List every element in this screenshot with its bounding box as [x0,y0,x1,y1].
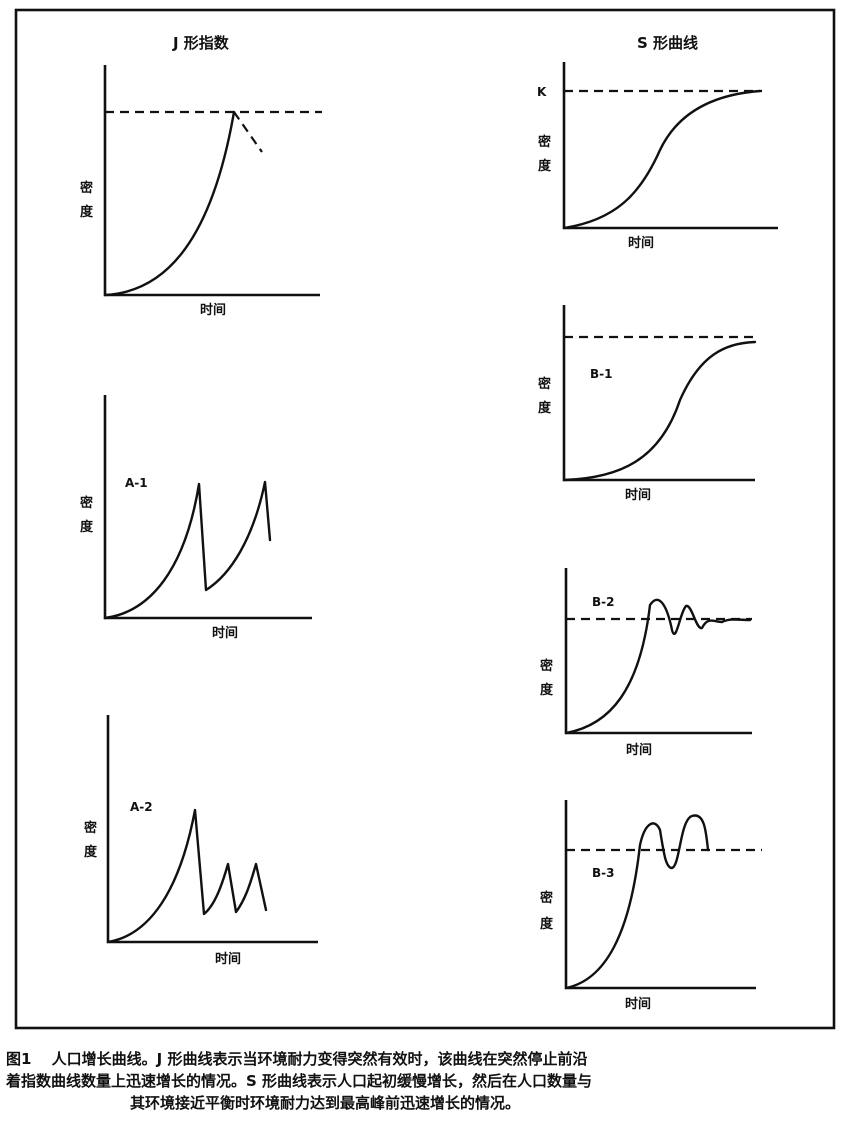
panel-j-growth-curve [103,110,236,297]
panel-a1-y-label-bottom: 度 [80,519,94,535]
panel-a2-axes [106,715,318,944]
panel-a2-y-label-bottom: 度 [84,844,98,860]
panel-b3: B-3 密 度 时间 [539,800,762,1012]
panel-b2: B-2 密 度 时间 [539,568,752,758]
panel-a1-oscillating-curve [103,480,272,620]
s-curve-heading: S 形曲线 [637,34,698,52]
caption-line-1: 图1 人口增长曲线。J 形曲线表示当环境耐力变得突然有效时，该曲线在突然停止前沿 [6,1050,588,1068]
panel-b1-x-label: 时间 [625,487,651,503]
panel-b1-y-label-bottom: 度 [538,400,552,416]
panel-j-y-label-bottom: 度 [80,204,94,220]
panel-b2-x-label: 时间 [626,742,652,758]
panel-s-y-label-top: 密 [537,134,551,150]
panel-b2-y-label-bottom: 度 [540,682,554,698]
panel-a2-label: A-2 [130,800,153,814]
figure-frame [14,8,836,1030]
panel-b2-label: B-2 [592,595,614,609]
panel-a1-axes [103,395,312,620]
panel-a2: A-2 密 度 时间 [83,715,318,967]
panel-b3-y-label-bottom: 度 [540,916,554,932]
caption-line-3: 其环境接近平衡时环境耐力达到最高峰前迅速增长的情况。 [130,1094,521,1112]
panel-j-axes [103,65,320,297]
panel-j: 密 度 时间 [79,65,322,318]
panel-b3-axes [564,800,756,990]
panel-b1-label: B-1 [590,367,612,381]
panel-b3-x-label: 时间 [625,996,651,1012]
panel-b3-y-label-top: 密 [539,890,553,906]
panel-b2-damped-oscillation-curve [564,598,752,735]
panel-s-sigmoid-curve [562,89,762,230]
panel-a1-x-label: 时间 [212,625,238,641]
panel-b1-axes [562,305,755,482]
panel-j-y-label-top: 密 [79,180,93,196]
panel-a1: A-1 密 度 时间 [79,395,312,641]
panel-b1-y-label-top: 密 [537,376,551,392]
panel-j-crash-line [233,111,263,153]
j-curve-heading: J 形指数 [172,34,230,52]
panel-b3-oscillation-curve [564,814,710,990]
panel-b3-label: B-3 [592,866,614,880]
panel-s-axes [562,62,778,230]
panel-a1-y-label-top: 密 [79,495,93,511]
panel-s-x-label: 时间 [628,235,654,251]
panel-b2-y-label-top: 密 [539,658,553,674]
panel-b1-sigmoid-curve [562,340,757,482]
panel-a2-oscillating-curve [106,808,268,944]
panel-s: K 密 度 时间 [537,62,778,251]
panel-s-y-label-bottom: 度 [538,158,552,174]
panel-b1: B-1 密 度 时间 [537,305,757,503]
panel-b2-axes [564,568,752,735]
panel-a2-x-label: 时间 [215,951,241,967]
caption-line-2: 着指数曲线数量上迅速增长的情况。S 形曲线表示人口起初缓慢增长，然后在人口数量与 [6,1072,593,1090]
panel-s-k-label: K [537,85,547,99]
panel-a1-label: A-1 [125,476,148,490]
panel-j-x-label: 时间 [200,302,226,318]
panel-a2-y-label-top: 密 [83,820,97,836]
